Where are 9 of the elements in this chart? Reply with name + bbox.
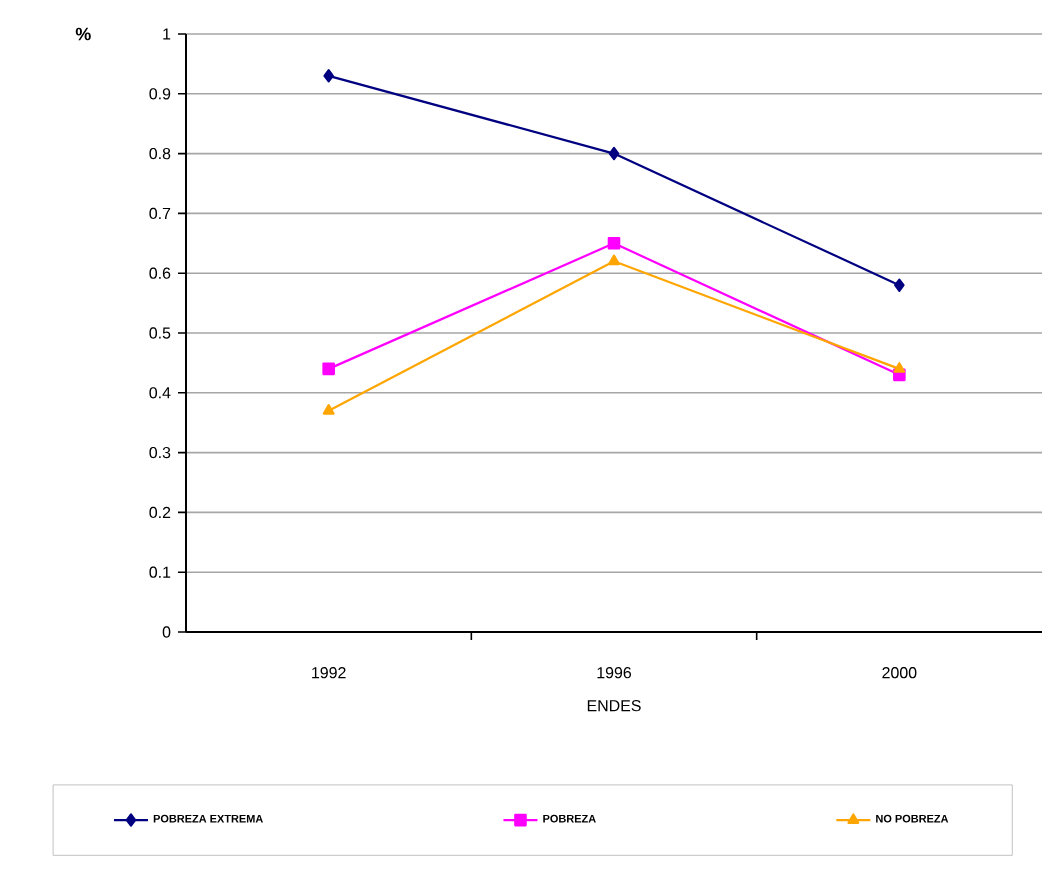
y-axis-title: % [75, 27, 91, 41]
point [894, 278, 905, 292]
point [607, 236, 621, 250]
point [893, 362, 906, 373]
point [323, 69, 334, 83]
point [322, 362, 335, 376]
point [322, 404, 335, 415]
point [608, 254, 620, 266]
point [608, 146, 620, 161]
